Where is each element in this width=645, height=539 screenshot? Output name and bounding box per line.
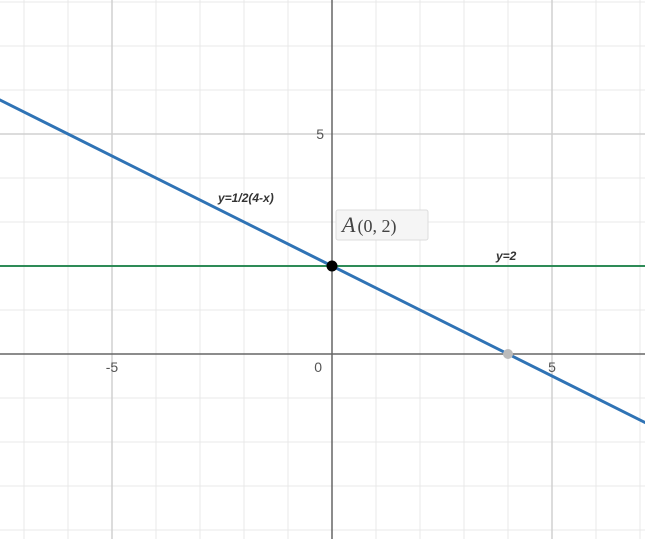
x-tick-label: 5	[548, 359, 556, 375]
blue-line-equation-label: y=1/2(4-x)	[217, 191, 274, 205]
y-tick-label: 5	[316, 126, 324, 142]
graph-area: -5 5 5 0 y=1/2(4-x) y=2 A(0, 2)	[0, 0, 645, 539]
origin-label: 0	[314, 359, 322, 375]
x-tick-label: -5	[106, 359, 119, 375]
point-a-label: A(0, 2)	[340, 212, 396, 237]
x-intercept-point	[503, 349, 513, 359]
plot-background	[0, 0, 645, 539]
point-a	[327, 261, 337, 271]
green-line-equation-label: y=2	[495, 249, 517, 263]
coordinate-plane: -5 5 5 0 y=1/2(4-x) y=2 A(0, 2)	[0, 0, 645, 539]
